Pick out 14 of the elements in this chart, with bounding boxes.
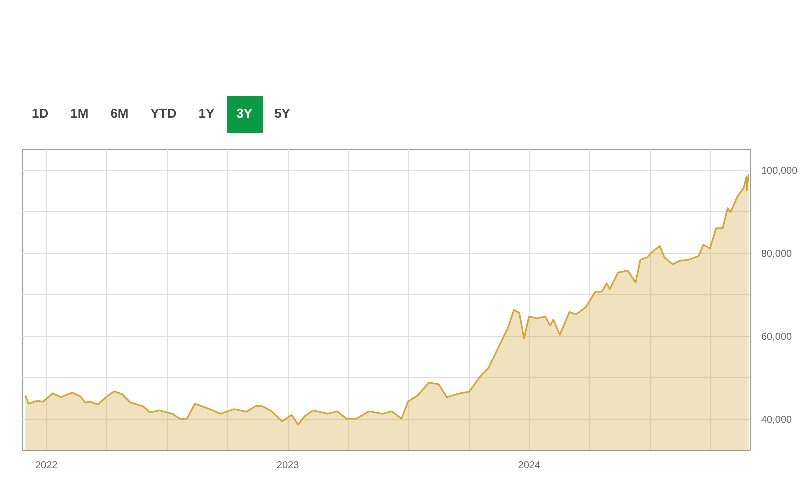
text: 1D [31, 105, 50, 123]
text: YTD [150, 105, 178, 123]
x-tick-label: 2022 [36, 460, 58, 472]
y-tick-label: 80,000 [762, 248, 793, 260]
y-tick-label: 60,000 [762, 332, 793, 343]
text: 3Y [226, 96, 263, 133]
y-tick-label: 40,000 [762, 414, 793, 426]
x-tick-label: 2024 [518, 460, 541, 472]
text: 6M [110, 105, 130, 123]
text: 5Y [274, 105, 292, 123]
text: 1M [70, 105, 90, 123]
x-tick-label: 2023 [276, 460, 300, 472]
y-tick-label: 100,000 [762, 166, 798, 177]
text: 1Y [198, 105, 216, 123]
